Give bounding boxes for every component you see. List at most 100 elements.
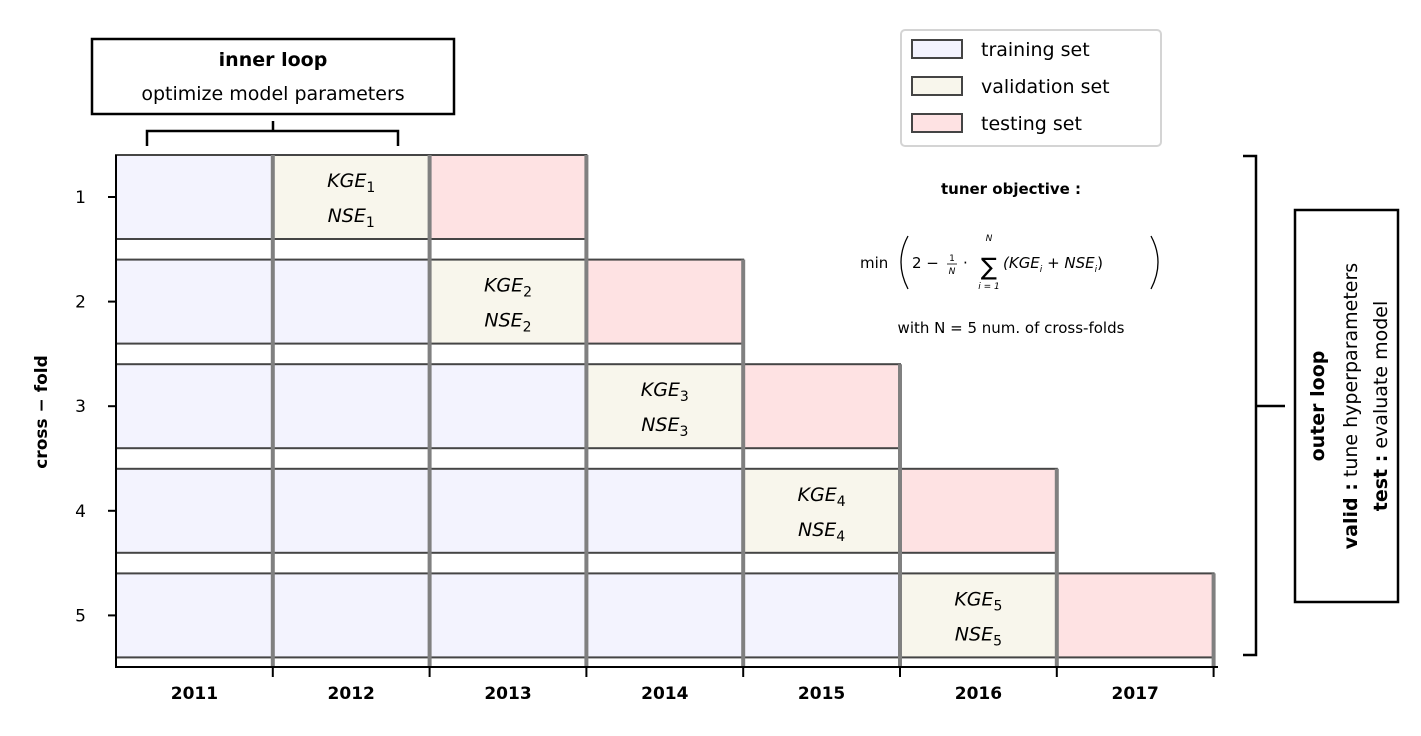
legend-swatch — [911, 39, 963, 59]
dot: · — [963, 254, 968, 272]
sum-nse: + NSE — [1042, 254, 1095, 272]
outer-loop-frame — [1293, 208, 1400, 604]
y-tick-label: 3 — [75, 397, 86, 417]
kge-label: KGE1 — [327, 170, 375, 196]
x-tick-label: 2017 — [1112, 684, 1159, 704]
sum-lower: i = 1 — [978, 282, 1000, 292]
metric-name: KGE — [327, 170, 366, 192]
legend-items: training set validation set testing set — [911, 39, 1110, 135]
frac-num: 1 — [949, 254, 955, 264]
expr-a: 2 − — [912, 254, 939, 272]
outer-loop-bracket — [1243, 154, 1285, 657]
sum-expression: (KGEi + NSEi) — [1003, 254, 1103, 275]
x-tick-label: 2016 — [955, 684, 1002, 704]
fold-index: 4 — [836, 529, 845, 545]
testing-cell — [428, 154, 588, 240]
metric-name: NSE — [955, 623, 993, 645]
kge-label: KGE4 — [798, 484, 846, 510]
metric-name: KGE — [798, 484, 837, 506]
y-tick-label: 2 — [75, 293, 86, 313]
right-paren — [1150, 235, 1159, 290]
outer-loop-test-line: test : evaluate model — [1370, 301, 1392, 512]
outer-loop-valid-line: valid : tune hyperparameters — [1340, 263, 1362, 549]
inner-loop-bracket — [145, 121, 400, 146]
metric-name: KGE — [641, 379, 680, 401]
frac-den: N — [949, 267, 956, 277]
fold-index: 2 — [523, 285, 532, 301]
x-tick-label: 2015 — [798, 684, 845, 704]
sub-i-1: i — [1040, 265, 1043, 275]
valid-text: tune hyperparameters — [1340, 263, 1362, 483]
kge-label: KGE5 — [954, 588, 1002, 614]
fold-index: 1 — [366, 180, 375, 196]
validation-cell — [742, 467, 902, 554]
fold-index: 5 — [993, 633, 1002, 649]
y-tick-label: 1 — [75, 188, 86, 208]
kge-label: KGE2 — [484, 275, 532, 301]
metric-name: NSE — [798, 519, 836, 541]
y-tick-label: 4 — [75, 502, 86, 522]
y-axis-ticks: 1 2 3 4 5 — [75, 188, 116, 626]
x-tick-label: 2013 — [484, 684, 531, 704]
test-text: evaluate model — [1370, 301, 1392, 455]
test-label: test : — [1370, 455, 1392, 512]
inner-loop-title: inner loop — [219, 49, 328, 71]
legend-label: validation set — [981, 76, 1110, 98]
metric-name: KGE — [954, 588, 993, 610]
metric-name: KGE — [484, 275, 523, 297]
tuner-objective: tuner objective : min 2 − 1 N · N ∑ i = … — [860, 180, 1159, 337]
testing-cell — [1055, 572, 1215, 659]
sub-i-2: i — [1095, 265, 1098, 275]
left-paren — [900, 235, 909, 290]
nse-label: NSE5 — [955, 623, 1002, 649]
kge-label: KGE3 — [641, 379, 689, 405]
fold-index: 3 — [679, 424, 688, 440]
testing-cell — [742, 363, 902, 450]
metric-name: NSE — [328, 205, 366, 227]
sum-kge: (KGE — [1003, 254, 1040, 272]
outer-loop-title: outer loop — [1307, 351, 1329, 462]
sigma-glyph: ∑ — [981, 253, 997, 281]
legend-label: training set — [981, 39, 1090, 61]
x-tick-label: 2012 — [328, 684, 375, 704]
inner-loop-box: inner loop optimize model parameters — [90, 37, 456, 146]
sum-upper: N — [986, 234, 993, 244]
fold-index: 5 — [994, 598, 1003, 614]
validation-cell — [428, 258, 588, 345]
metric-name: NSE — [484, 310, 522, 332]
nse-label: NSE3 — [641, 414, 688, 440]
y-tick-label: 5 — [75, 606, 86, 626]
close-paren: ) — [1097, 254, 1103, 272]
x-axis-ticks: 2011 2012 2013 2014 2015 2016 2017 — [171, 667, 1215, 704]
training-cell — [115, 363, 588, 450]
outer-loop-box: outer loop valid : tune hyperparameters … — [1293, 208, 1400, 604]
year-dividers — [270, 155, 1216, 667]
valid-label: valid : — [1340, 483, 1362, 549]
nse-label: NSE4 — [798, 519, 845, 545]
tuner-objective-title: tuner objective : — [941, 180, 1081, 198]
nse-label: NSE2 — [484, 310, 531, 336]
legend-label: testing set — [981, 113, 1082, 135]
fold-index: 2 — [523, 320, 532, 336]
metric-name: NSE — [641, 414, 679, 436]
testing-cell — [585, 258, 745, 345]
y-axis-label: cross − fold — [32, 355, 52, 469]
inner-loop-subtitle: optimize model parameters — [141, 83, 404, 105]
x-tick-label: 2011 — [171, 684, 218, 704]
nse-label: NSE1 — [328, 205, 375, 231]
fold-index: 3 — [680, 389, 689, 405]
legend: training set validation set testing set — [900, 29, 1162, 147]
x-tick-label: 2014 — [641, 684, 688, 704]
fold-index: 4 — [837, 494, 846, 510]
training-cell — [115, 572, 901, 659]
legend-swatch — [911, 113, 963, 133]
cross-fold-note: with N = 5 num. of cross-folds — [898, 319, 1125, 337]
legend-swatch — [911, 76, 963, 96]
testing-cell — [899, 467, 1058, 554]
min-text: min — [860, 254, 888, 272]
training-cell — [115, 154, 274, 240]
fold-index: 1 — [366, 215, 375, 231]
validation-cell — [271, 154, 431, 240]
